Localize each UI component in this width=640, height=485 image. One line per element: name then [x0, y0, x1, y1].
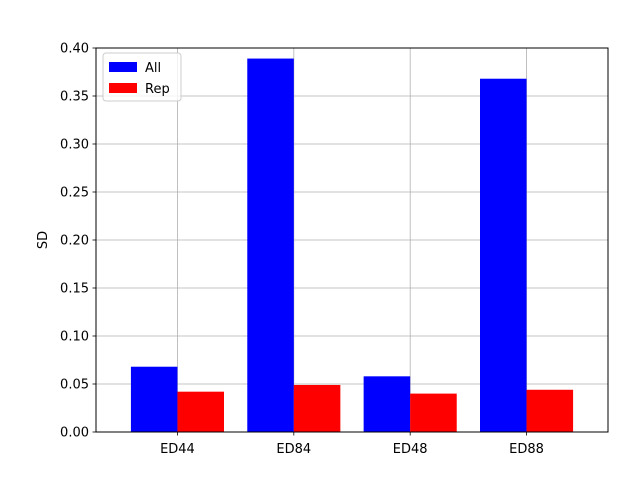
legend-label-rep: Rep	[145, 82, 170, 97]
y-tick-label: 0.30	[60, 138, 89, 153]
bar-all-ed88	[480, 78, 527, 432]
bar-all-ed44	[130, 366, 178, 432]
bar-rep-ed88	[526, 389, 574, 432]
x-tick-label: ED48	[393, 442, 428, 457]
bar-all-ed84	[247, 58, 294, 433]
y-tick-label: 0.20	[60, 234, 89, 249]
y-tick-label: 0.15	[60, 282, 89, 297]
bar-all-ed48	[363, 376, 411, 432]
y-tick-label: 0.00	[60, 426, 89, 441]
bar-rep-ed48	[410, 393, 457, 432]
x-tick-label: ED84	[276, 442, 311, 457]
y-tick-label: 0.40	[60, 42, 89, 57]
y-tick-label: 0.35	[60, 90, 89, 105]
x-tick-label: ED44	[160, 442, 195, 457]
legend-label-all: All	[145, 61, 161, 76]
y-tick-label: 0.05	[60, 378, 89, 393]
ticks-layer: 0.00 0.05 0.10 0.15 0.20 0.25 0.30 0.35 0.40 ED44…	[60, 42, 544, 458]
y-tick-label: 0.10	[60, 330, 89, 345]
legend-swatch-all	[109, 62, 137, 72]
bars-layer	[130, 58, 574, 433]
legend-swatch-rep	[109, 83, 137, 93]
legend: All Rep	[102, 52, 182, 102]
bar-rep-ed84	[293, 384, 341, 432]
x-tick-label: ED88	[509, 442, 544, 457]
y-tick-label: 0.25	[60, 186, 89, 201]
y-axis-label: SD	[36, 231, 51, 249]
bar-rep-ed44	[177, 391, 224, 432]
